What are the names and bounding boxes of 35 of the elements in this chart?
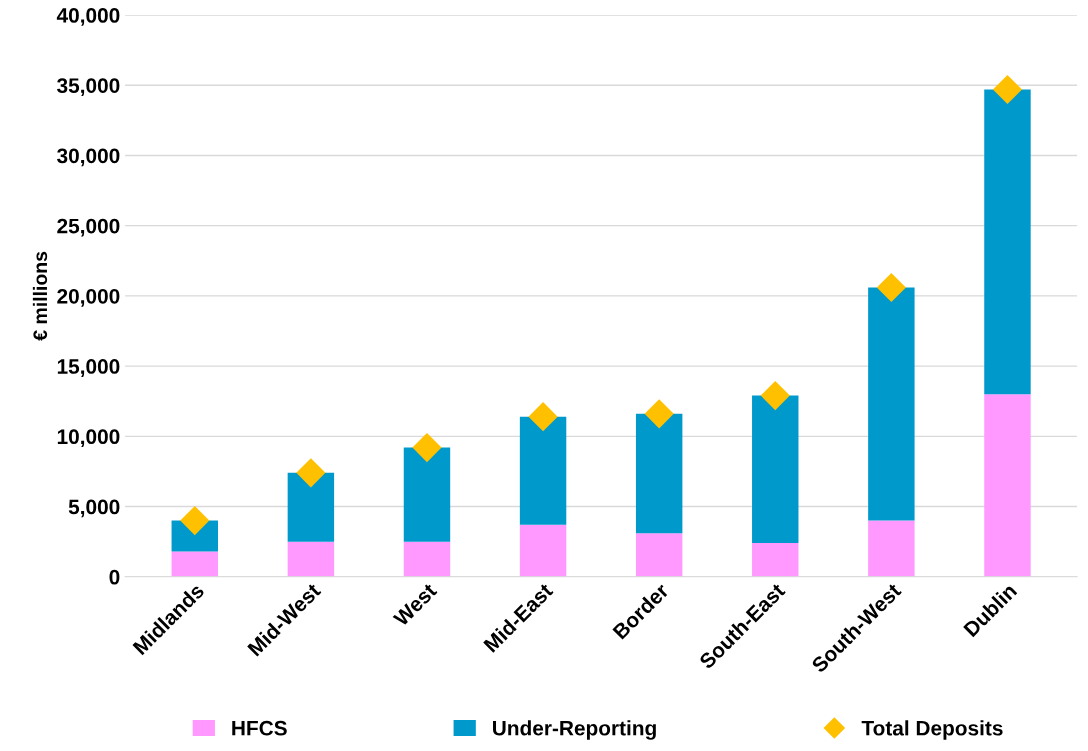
bar — [635, 413, 683, 534]
bar — [868, 520, 915, 577]
legend-label: Under-Reporting — [493, 720, 656, 740]
y-tick-label: 30,000 — [57, 148, 120, 167]
y-tick-label: 20,000 — [57, 288, 120, 307]
y-tick-label: 0 — [109, 569, 120, 585]
bar — [287, 541, 335, 577]
y-tick-label: 15,000 — [57, 359, 120, 377]
y-tick-label: 35,000 — [57, 78, 120, 97]
bar — [403, 447, 451, 542]
point — [644, 399, 674, 429]
point — [876, 272, 906, 303]
bar — [519, 416, 567, 525]
bar — [635, 533, 683, 577]
bar — [287, 472, 335, 542]
y-axis-title: € millions — [32, 251, 48, 341]
legend-label: Total Deposits — [861, 720, 1003, 740]
point — [992, 74, 1023, 105]
y-tick-label: 5,000 — [68, 499, 120, 518]
y-tick-label: 25,000 — [57, 218, 120, 237]
bar — [519, 524, 567, 577]
bar — [171, 551, 218, 577]
point — [412, 433, 442, 463]
bar — [403, 541, 451, 577]
point — [296, 458, 326, 488]
point — [528, 402, 558, 432]
y-tick-label: 40,000 — [56, 8, 120, 26]
bar — [752, 395, 799, 544]
bar — [984, 394, 1031, 577]
bar — [752, 543, 799, 577]
legend-label: HFCS — [232, 720, 287, 736]
point — [760, 381, 790, 411]
bar — [984, 89, 1031, 395]
bar — [868, 287, 915, 521]
y-tick-label: 10,000 — [57, 429, 120, 448]
